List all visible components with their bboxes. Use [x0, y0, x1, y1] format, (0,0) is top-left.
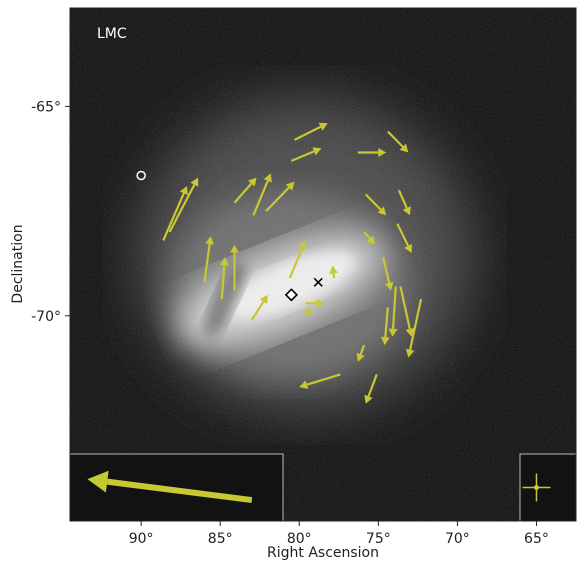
proper-motion-arrow-18 — [387, 130, 409, 153]
reference-markers — [136, 170, 323, 302]
proper-motion-arrow-13 — [305, 298, 325, 308]
proper-motion-arrow-6 — [233, 177, 257, 204]
proper-motion-arrow-0 — [162, 185, 188, 241]
x-tick-label: 70° — [445, 531, 470, 547]
panel-label: LMC — [97, 26, 127, 42]
x-tick-label: 75° — [366, 531, 391, 547]
proper-motion-arrow-28 — [299, 373, 341, 389]
star-field — [70, 8, 576, 521]
x-axis: 90° 85° 80° 75° 70° 65° — [129, 521, 549, 547]
proper-motion-arrow-4 — [230, 244, 239, 291]
plot-frame — [69, 7, 577, 522]
proper-motion-vectors — [87, 122, 551, 504]
circle-marker — [136, 170, 146, 181]
x-tick-label: 80° — [287, 531, 312, 547]
proper-motion-arrow-16 — [364, 193, 387, 216]
y-tick-label: -65° — [31, 99, 61, 115]
x-axis-title: Right Ascension — [267, 545, 379, 561]
proper-motion-arrow-23 — [388, 286, 398, 337]
error-bar-marker — [522, 473, 551, 502]
x-tick-label: 65° — [524, 531, 549, 547]
proper-motion-arrow-22 — [399, 286, 415, 337]
diamond-marker — [284, 288, 299, 302]
scale-arrow — [87, 470, 253, 504]
x-tick-label: 90° — [129, 531, 154, 547]
x-tick-label: 85° — [208, 531, 233, 547]
proper-motion-arrow-14 — [305, 307, 314, 317]
proper-motion-arrow-8 — [265, 181, 295, 212]
background-image — [70, 8, 576, 521]
proper-motion-arrow-5 — [250, 294, 268, 321]
y-axis-title: Declination — [10, 224, 26, 303]
cross-marker — [313, 277, 323, 287]
proper-motion-arrow-21 — [382, 256, 394, 291]
proper-motion-arrow-12 — [329, 265, 338, 279]
proper-motion-arrow-26 — [405, 298, 423, 358]
y-axis: -65° -70° — [31, 99, 70, 325]
proper-motion-arrow-17 — [363, 231, 376, 245]
proper-motion-arrow-1 — [168, 177, 199, 233]
proper-motion-arrow-3 — [219, 257, 229, 300]
proper-motion-arrow-11 — [290, 147, 322, 162]
proper-motion-arrow-25 — [356, 344, 366, 362]
proper-motion-arrow-2 — [203, 236, 215, 283]
proper-motion-arrow-9 — [288, 240, 307, 279]
proper-motion-arrow-15 — [357, 148, 387, 157]
proper-motion-arrow-7 — [252, 173, 272, 216]
proper-motion-arrow-27 — [364, 374, 378, 404]
proper-motion-arrow-19 — [397, 189, 411, 216]
proper-motion-arrow-24 — [380, 307, 390, 346]
proper-motion-arrow-20 — [396, 223, 413, 253]
y-tick-label: -70° — [31, 309, 61, 325]
proper-motion-arrow-10 — [294, 122, 328, 141]
